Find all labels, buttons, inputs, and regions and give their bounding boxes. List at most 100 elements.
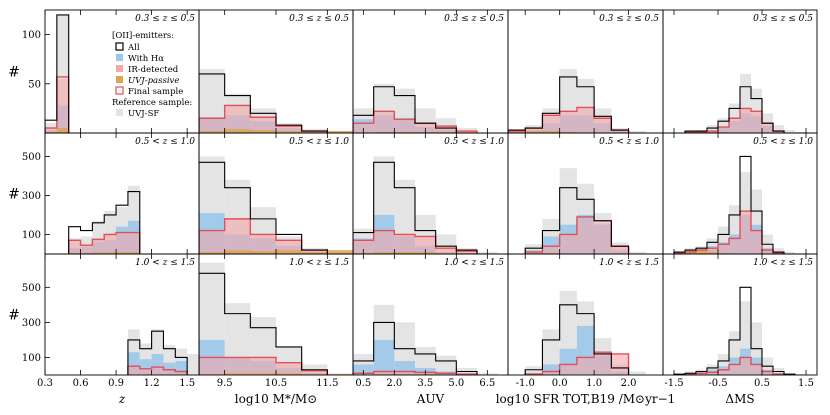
uvj-passive-bar (435, 253, 457, 254)
ir-detected-bar (116, 232, 128, 254)
x-tick-label: 5.0 (448, 378, 464, 389)
x-tick-label: 2.0 (621, 378, 637, 389)
ir-detected-bar (559, 234, 577, 254)
panel-r1-c2: 0.3 ≤ z ≤ 0.5 (198, 9, 354, 134)
panel-r3-c4: -1.0 0.0 1.0 2.0 1.0 < z ≤ 1.5 (507, 253, 664, 389)
ir-detected-bar (68, 240, 81, 254)
halpha-bar (127, 352, 140, 375)
uvj-passive-bar (301, 252, 328, 254)
uvj-passive-bar (68, 253, 81, 254)
halpha-bar (151, 353, 164, 375)
uvj-passive-bar (707, 252, 718, 254)
ir-detected-bar (301, 131, 328, 133)
ir-detected-bar (611, 130, 629, 133)
ref-uvjsf-bar (127, 185, 140, 254)
redshift-range-label: 0.3 ≤ z ≤ 0.5 (599, 14, 659, 24)
uvj-passive-bar (250, 373, 276, 375)
redshift-range-label: 1.0 < z ≤ 1.5 (444, 258, 504, 268)
uvj-passive-bar (373, 252, 395, 254)
ref-uvjsf-bar (92, 220, 105, 254)
panel-r1-c4: 0.3 ≤ z ≤ 0.5 (507, 9, 664, 134)
panel-r3-c2: 9.5 10.5 11.5 1.0 < z ≤ 1.5 (198, 253, 354, 389)
x-tick-label: 9.5 (217, 378, 233, 389)
ir-detected-bar (740, 211, 751, 254)
ir-detected-bar (224, 105, 251, 133)
ref-uvjsf-bar (127, 329, 140, 375)
panel-r1-c5: 0.3 ≤ z ≤ 0.5 (662, 9, 818, 134)
all-step (127, 330, 188, 375)
all-step (353, 321, 478, 375)
redshift-range-label: 1.0 < z ≤ 1.5 (753, 258, 813, 268)
panel-frame (662, 253, 818, 376)
uvj-passive-bar (456, 253, 477, 254)
redshift-range-label: 0.5 < z ≤ 1.0 (599, 137, 659, 147)
redshift-range-label: 1.0 < z ≤ 1.5 (599, 258, 659, 268)
y-tick-label: 100 (22, 353, 41, 364)
halpha-bar (175, 360, 188, 375)
uvj-passive-bar (456, 132, 477, 133)
uvj-passive-bar (116, 252, 128, 254)
x-tick-label: 0.0 (552, 378, 568, 389)
panel-r1-c3: 0.3 ≤ z ≤ 0.5 (352, 9, 509, 134)
ir-detected-bar (718, 369, 729, 375)
ref-uvjsf-bar (707, 125, 718, 133)
ref-uvjsf-bar (718, 226, 729, 254)
legend-label: UVJ-passive (128, 76, 179, 86)
uvj-passive-bar (199, 252, 225, 254)
all-step (684, 86, 785, 133)
ref-uvjsf-bar (525, 366, 543, 375)
uvj-passive-bar (525, 131, 543, 133)
panel-r3-c5: -1.5 -0.5 0.5 1.5 1.0 < z ≤ 1.5 (662, 253, 818, 389)
ir-detected-bar (696, 373, 707, 375)
final-sample-step (199, 356, 329, 375)
all-step (353, 86, 457, 133)
uvj-passive-bar (276, 131, 302, 133)
redshift-range-label: 0.5 < z ≤ 1.0 (135, 137, 195, 147)
ir-detected-bar (576, 218, 595, 254)
ir-detected-bar (80, 245, 93, 254)
ref-uvjsf-bar (628, 131, 646, 133)
uvj-passive-bar (435, 132, 457, 133)
ir-detected-bar (576, 357, 595, 375)
y-tick-label: 100 (22, 230, 41, 241)
x-tick-label: -0.5 (708, 378, 727, 389)
ir-detected-bar (729, 238, 740, 254)
ir-detected-bar (92, 239, 105, 254)
legend-swatch (116, 109, 123, 116)
uvj-passive-bar (80, 253, 93, 254)
ref-uvjsf-bar (729, 205, 740, 254)
uvj-passive-bar (224, 250, 251, 254)
legend-ref-header: Reference sample: (112, 98, 192, 108)
x-tick-label: 0.5 (355, 378, 371, 389)
x-tick-label: 1.2 (144, 378, 160, 389)
final-sample-step (673, 210, 785, 254)
ir-detected-bar (394, 234, 415, 254)
all-step (199, 272, 328, 375)
redshift-range-label: 0.3 ≤ z ≤ 0.5 (444, 14, 504, 24)
ref-uvjsf-bar (542, 329, 560, 375)
uvj-passive-bar (127, 252, 140, 254)
legend-label: Final sample (128, 87, 183, 97)
x-tick-label: -1.0 (516, 378, 535, 389)
redshift-range-label: 0.3 ≤ z ≤ 0.5 (289, 14, 349, 24)
ir-detected-bar (707, 131, 718, 133)
legend-swatch (116, 76, 123, 83)
x-tick-label: 0.3 (37, 378, 53, 389)
redshift-range-label: 0.5 < z ≤ 1.0 (289, 137, 349, 147)
uvj-passive-bar (199, 131, 225, 133)
x-tick-label: 0.5 (754, 378, 770, 389)
ir-detected-bar (199, 230, 225, 254)
all-step (199, 161, 328, 254)
halpha-bar (373, 339, 395, 375)
uvj-passive-bar (250, 130, 276, 133)
ref-uvjsf-bar (795, 132, 806, 133)
ir-detected-bar (373, 230, 395, 254)
uvj-passive-bar (707, 132, 718, 133)
ref-uvjsf-bar (525, 244, 543, 254)
ir-detected-bar (751, 111, 762, 133)
all-step (45, 14, 70, 133)
uvj-passive-bar (542, 131, 560, 133)
uvj-passive-bar (327, 250, 353, 254)
ref-uvjsf-bar (187, 353, 199, 375)
ir-detected-bar (373, 371, 395, 375)
